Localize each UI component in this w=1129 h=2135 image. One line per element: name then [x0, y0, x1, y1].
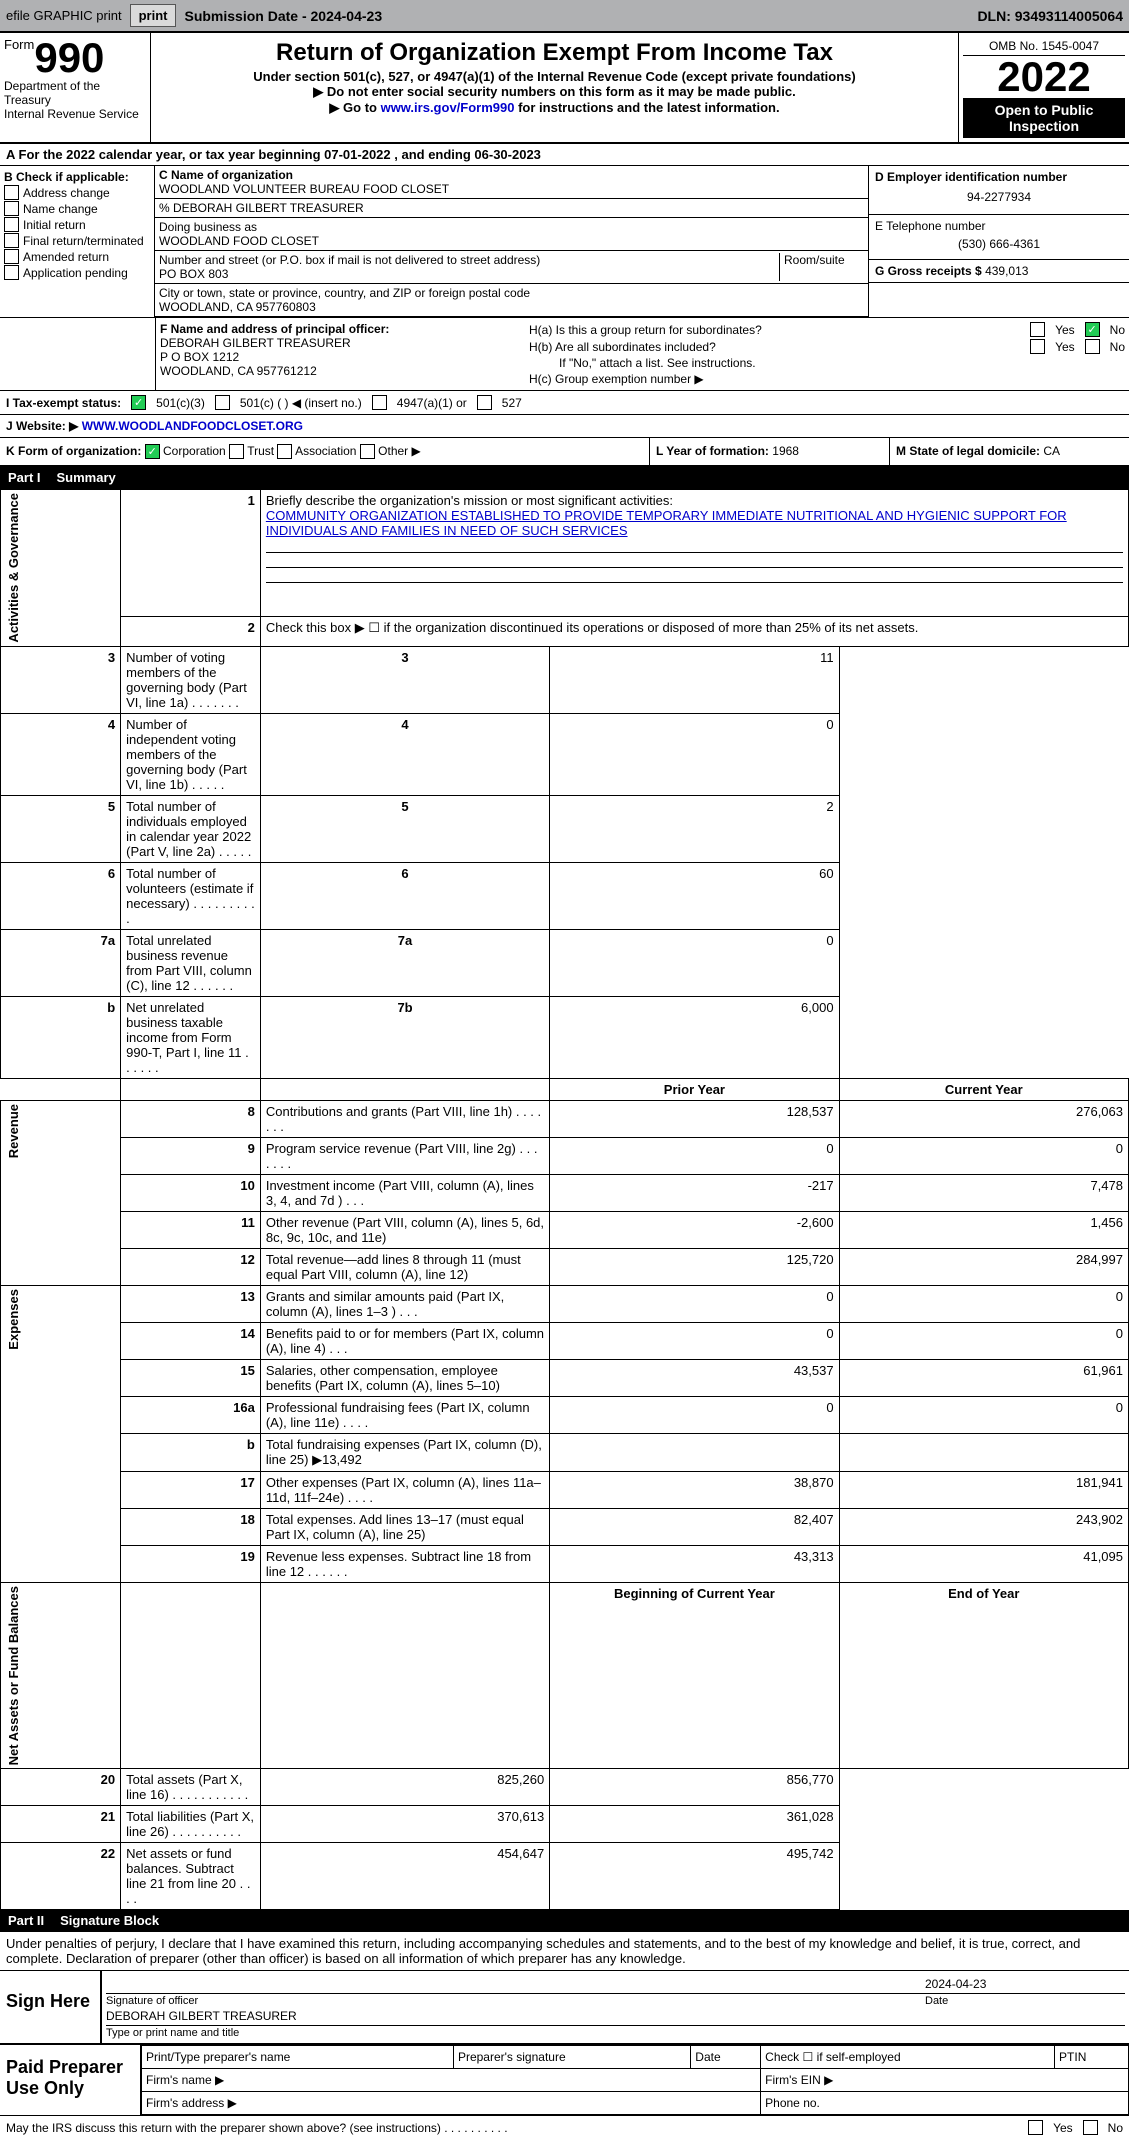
form-subtitle: Under section 501(c), 527, or 4947(a)(1)…: [155, 69, 954, 84]
mission-text[interactable]: COMMUNITY ORGANIZATION ESTABLISHED TO PR…: [266, 508, 1067, 538]
city-label: City or town, state or province, country…: [159, 286, 864, 300]
hb-label: H(b) Are all subordinates included?: [529, 340, 716, 354]
penalty-text: Under penalties of perjury, I declare th…: [0, 1932, 1129, 1971]
irs-link[interactable]: www.irs.gov/Form990: [381, 100, 515, 115]
dba-label: Doing business as: [159, 220, 864, 234]
row-i-taxstatus: I Tax-exempt status: ✓501(c)(3) 501(c) (…: [0, 391, 1129, 415]
paid-label: Paid Preparer Use Only: [0, 2045, 140, 2115]
part-2-header: Part IISignature Block: [0, 1910, 1129, 1932]
street-label: Number and street (or P.O. box if mail i…: [159, 253, 779, 267]
efile-label: efile GRAPHIC print: [6, 8, 122, 23]
row-j-website: J Website: ▶ WWW.WOODLANDFOODCLOSET.ORG: [0, 415, 1129, 438]
form-header: Form 990 Department of the Treasury Inte…: [0, 33, 1129, 144]
gross-label: G Gross receipts $: [875, 264, 982, 278]
phone-label: E Telephone number: [875, 219, 1123, 233]
dept-treasury: Department of the Treasury Internal Reve…: [4, 79, 146, 121]
officer-addr1: P O BOX 1212: [160, 350, 521, 364]
trust-checkbox[interactable]: [229, 444, 244, 459]
form-note-1: ▶ Do not enter social security numbers o…: [155, 84, 954, 100]
527-checkbox[interactable]: [477, 395, 492, 410]
row-a-taxyear: A For the 2022 calendar year, or tax yea…: [0, 144, 1129, 166]
checkbox[interactable]: [4, 217, 19, 232]
paid-preparer-block: Paid Preparer Use Only Print/Type prepar…: [0, 2043, 1129, 2115]
side-net: Net Assets or Fund Balances: [6, 1586, 21, 1765]
sig-label: Signature of officer: [106, 1995, 925, 2007]
may-irs-text: May the IRS discuss this return with the…: [6, 2121, 508, 2135]
website-link[interactable]: WWW.WOODLANDFOODCLOSET.ORG: [82, 419, 303, 433]
501c-checkbox[interactable]: [215, 395, 230, 410]
checkbox[interactable]: [4, 265, 19, 280]
officer-h-row: F Name and address of principal officer:…: [0, 317, 1129, 391]
state-domicile: CA: [1043, 444, 1060, 458]
side-activities: Activities & Governance: [6, 493, 21, 643]
corp-checkbox[interactable]: ✓: [145, 444, 160, 459]
officer-addr2: WOODLAND, CA 957761212: [160, 364, 521, 378]
sign-here-label: Sign Here: [0, 1971, 100, 2043]
checkbox[interactable]: [4, 185, 19, 200]
submission-date: Submission Date - 2024-04-23: [184, 8, 382, 24]
ha-no-checkbox[interactable]: ✓: [1085, 322, 1100, 337]
form-number: Form 990: [4, 37, 146, 79]
open-inspection: Open to Public Inspection: [963, 98, 1125, 138]
ein: 94-2277934: [875, 184, 1123, 210]
prior-year-hdr: Prior Year: [550, 1078, 839, 1100]
top-bar: efile GRAPHIC print print Submission Dat…: [0, 0, 1129, 33]
checkbox[interactable]: [4, 233, 19, 248]
year-formation: 1968: [772, 444, 799, 458]
care-of: % DEBORAH GILBERT TREASURER: [155, 199, 868, 218]
city: WOODLAND, CA 957760803: [159, 300, 864, 314]
col-b-label: B Check if applicable:: [4, 170, 150, 184]
form-title: Return of Organization Exempt From Incom…: [155, 39, 954, 67]
sign-date: 2024-04-23: [925, 1977, 1125, 1994]
sign-here-block: Sign Here Signature of officer2024-04-23…: [0, 1971, 1129, 2043]
summary-table: Activities & Governance 1 Briefly descri…: [0, 489, 1129, 1910]
checkbox[interactable]: [4, 201, 19, 216]
current-year-hdr: Current Year: [839, 1078, 1128, 1100]
part-1-header: Part ISummary: [0, 467, 1129, 489]
eoy-hdr: End of Year: [839, 1582, 1128, 1768]
dln: DLN: 93493114005064: [977, 8, 1123, 24]
mayirs-yes[interactable]: [1028, 2120, 1043, 2135]
hc-label: H(c) Group exemption number ▶: [529, 372, 1125, 386]
hb-yes-checkbox[interactable]: [1030, 339, 1045, 354]
tax-year: 2022: [963, 56, 1125, 98]
gross-receipts: 439,013: [985, 264, 1028, 278]
hb-no-checkbox[interactable]: [1085, 339, 1100, 354]
4947-checkbox[interactable]: [372, 395, 387, 410]
ein-label: D Employer identification number: [875, 170, 1123, 184]
row-klm: K Form of organization: ✓ Corporation Tr…: [0, 438, 1129, 467]
officer-name: DEBORAH GILBERT TREASURER: [160, 336, 521, 350]
org-name-label: C Name of organization: [159, 168, 864, 182]
org-name: WOODLAND VOLUNTEER BUREAU FOOD CLOSET: [159, 182, 864, 196]
print-button[interactable]: print: [130, 4, 177, 27]
ha-label: H(a) Is this a group return for subordin…: [529, 323, 762, 337]
street: PO BOX 803: [159, 267, 779, 281]
officer-printed: DEBORAH GILBERT TREASURER: [106, 2009, 1125, 2026]
ha-yes-checkbox[interactable]: [1030, 322, 1045, 337]
assoc-checkbox[interactable]: [277, 444, 292, 459]
room-label: Room/suite: [779, 253, 864, 281]
mission-label: Briefly describe the organization's miss…: [266, 493, 1123, 508]
dba: WOODLAND FOOD CLOSET: [159, 234, 864, 248]
phone: (530) 666-4361: [875, 233, 1123, 255]
identity-grid: B Check if applicable: Address change Na…: [0, 166, 1129, 317]
mayirs-no[interactable]: [1083, 2120, 1098, 2135]
line2-text: Check this box ▶ ☐ if the organization d…: [260, 616, 1128, 646]
boy-hdr: Beginning of Current Year: [550, 1582, 839, 1768]
officer-label: F Name and address of principal officer:: [160, 322, 521, 336]
other-checkbox[interactable]: [360, 444, 375, 459]
form-note-2: ▶ Go to www.irs.gov/Form990 for instruct…: [155, 100, 954, 116]
501c3-checkbox[interactable]: ✓: [131, 395, 146, 410]
hb-note: If "No," attach a list. See instructions…: [529, 356, 1125, 370]
checkbox[interactable]: [4, 249, 19, 264]
